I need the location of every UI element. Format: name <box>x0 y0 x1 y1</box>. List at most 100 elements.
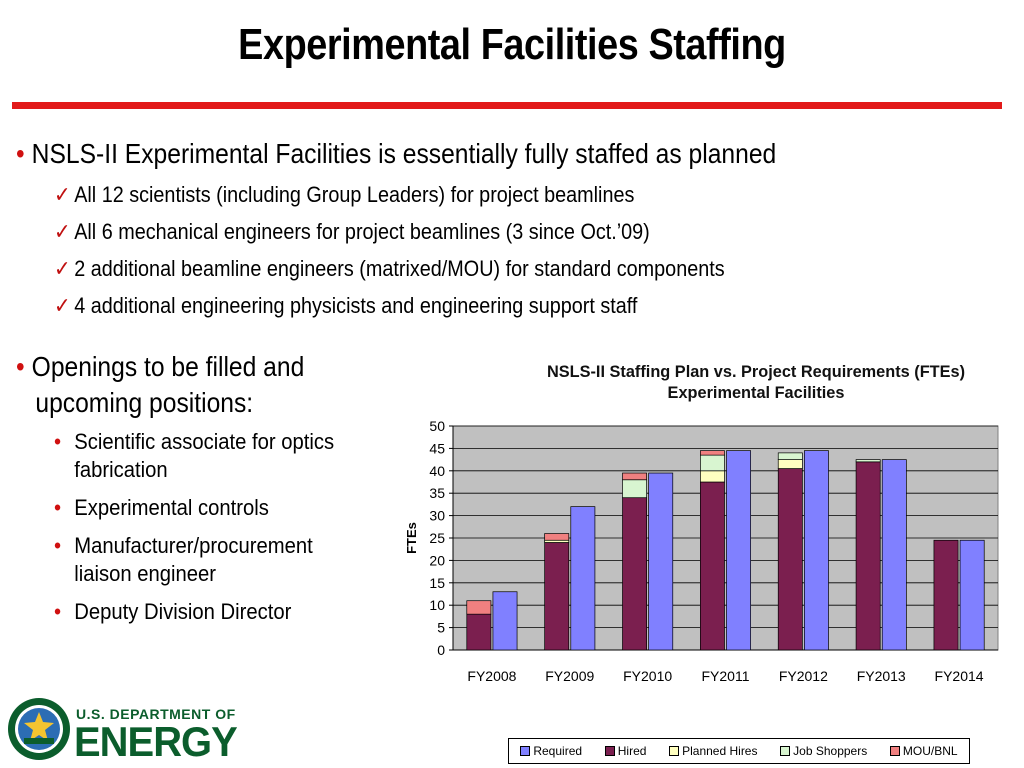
check-item-text: 4 additional engineering physicists and … <box>74 293 638 318</box>
legend-entry: Planned Hires <box>669 744 757 758</box>
check-item-text: All 12 scientists (including Group Leade… <box>74 182 635 207</box>
doe-logo-line2: ENERGY <box>74 718 238 765</box>
bar-hired <box>544 542 570 651</box>
opening-line: Deputy Division Director <box>74 599 292 624</box>
bullet-dot: • <box>54 533 62 558</box>
legend-entry: Hired <box>604 744 647 758</box>
doe-seal-icon <box>8 698 70 760</box>
opening-line: fabrication <box>74 457 168 482</box>
bullet-openings-line2: upcoming positions: <box>35 387 254 418</box>
bar-job-shoppers <box>622 479 647 499</box>
x-tick-label: FY2011 <box>702 668 750 684</box>
bar-hired <box>777 468 803 651</box>
x-tick-label: FY2008 <box>467 668 516 684</box>
bar-mou-bnl <box>466 600 492 615</box>
bar-required <box>570 506 596 651</box>
bar-job-shoppers <box>855 459 881 463</box>
check-item-text: All 6 mechanical engineers for project b… <box>74 219 650 244</box>
y-tick-label: 30 <box>429 508 445 524</box>
x-tick-label: FY2012 <box>779 668 828 684</box>
y-tick-label: 5 <box>437 620 445 636</box>
bullet-dot: • <box>54 599 62 624</box>
bar-hired <box>466 613 492 651</box>
bar-required <box>881 459 907 651</box>
check-icon: ✓ <box>54 182 71 207</box>
check-item: ✓ All 6 mechanical engineers for project … <box>54 219 650 245</box>
y-tick-label: 10 <box>429 597 445 613</box>
x-tick-label: FY2010 <box>623 668 672 684</box>
bullet-dot: • <box>16 138 25 169</box>
chart-title-block: NSLS-II Staffing Plan vs. Project Requir… <box>506 361 1005 403</box>
chart-legend: Required Hired Planned Hires Job Shoppers MO… <box>508 738 970 764</box>
check-icon: ✓ <box>54 293 71 318</box>
check-item: ✓ All 12 scientists (including Group Lead… <box>54 182 634 208</box>
bullet-dot: • <box>54 429 62 454</box>
y-tick-label: 35 <box>429 485 445 501</box>
bar-hired <box>855 461 881 651</box>
bullet-openings: • Openings to be filled and upcoming posi… <box>16 349 304 421</box>
y-tick-label: 20 <box>429 552 445 568</box>
bar-job-shoppers <box>700 454 725 472</box>
bullet-openings-line1: Openings to be filled and <box>31 351 305 382</box>
legend-swatch <box>520 746 531 756</box>
x-tick-label: FY2014 <box>935 668 984 684</box>
bullet-staffed-text: NSLS-II Experimental Facilities is essen… <box>31 138 777 169</box>
legend-label: Required <box>533 744 583 758</box>
bar-planned-hires <box>700 470 725 483</box>
doe-logo-line1: U.S. DEPARTMENT OF <box>76 706 236 722</box>
opening-line: Scientific associate for optics <box>74 429 335 454</box>
legend-swatch <box>780 746 791 756</box>
bar-mou-bnl <box>700 450 725 456</box>
bar-required <box>648 472 674 651</box>
bar-required <box>726 450 751 651</box>
check-icon: ✓ <box>54 256 71 281</box>
y-tick-label: 15 <box>429 575 445 591</box>
chart-title: NSLS-II Staffing Plan vs. Project Requir… <box>546 362 966 381</box>
y-axis-label: FTEs <box>404 522 419 554</box>
opening-line: Manufacturer/procurement <box>74 533 313 558</box>
legend-entry: Job Shoppers <box>780 744 867 758</box>
y-tick-label: 45 <box>429 440 445 456</box>
x-tick-label: FY2013 <box>857 668 906 684</box>
legend-label: Planned Hires <box>682 744 758 758</box>
slide-title: Experimental Facilities Staffing <box>238 20 786 69</box>
legend-label: Hired <box>617 744 647 758</box>
legend-swatch <box>889 746 900 756</box>
y-tick-label: 0 <box>437 642 445 658</box>
chart-subtitle: Experimental Facilities <box>667 383 845 402</box>
legend-label: Job Shoppers <box>793 744 868 758</box>
title-divider <box>12 102 1002 109</box>
check-item-text: 2 additional beamline engineers (matrixe… <box>74 256 725 281</box>
y-tick-label: 25 <box>429 530 445 546</box>
x-tick-label: FY2009 <box>545 668 594 684</box>
bar-hired <box>622 497 647 651</box>
bar-mou-bnl <box>544 533 570 541</box>
bar-required <box>804 450 829 651</box>
check-icon: ✓ <box>54 219 71 244</box>
opening-item: • Manufacturer/procurement liaison enginee… <box>54 532 313 588</box>
y-tick-label: 40 <box>429 463 445 479</box>
legend-entry: Required <box>520 744 582 758</box>
y-tick-label: 50 <box>429 418 445 434</box>
opening-line: liaison engineer <box>74 561 217 586</box>
bullet-dot: • <box>16 351 25 382</box>
opening-item: • Deputy Division Director <box>54 598 291 626</box>
opening-line: Experimental controls <box>74 495 269 520</box>
check-item: ✓ 2 additional beamline engineers (matrix… <box>54 256 725 282</box>
bar-hired <box>933 539 959 651</box>
bar-required <box>492 591 518 651</box>
opening-item: • Experimental controls <box>54 494 269 522</box>
bar-hired <box>700 481 725 651</box>
legend-label: MOU/BNL <box>902 744 958 758</box>
opening-item: • Scientific associate for optics fabricat… <box>54 428 334 484</box>
bar-mou-bnl <box>622 472 647 481</box>
legend-swatch <box>669 746 680 756</box>
check-item: ✓ 4 additional engineering physicists and… <box>54 293 637 319</box>
legend-swatch <box>604 746 615 756</box>
bar-job-shoppers <box>777 452 803 460</box>
bar-planned-hires <box>777 459 803 469</box>
bullet-dot: • <box>54 495 62 520</box>
staffing-chart: 0 5 10 15 20 25 30 35 40 45 50 FTEs FY2008 FY2009 FY20… <box>404 418 999 684</box>
bullet-staffed: • NSLS-II Experimental Facilities is esse… <box>16 138 776 170</box>
bar-required <box>959 539 985 651</box>
